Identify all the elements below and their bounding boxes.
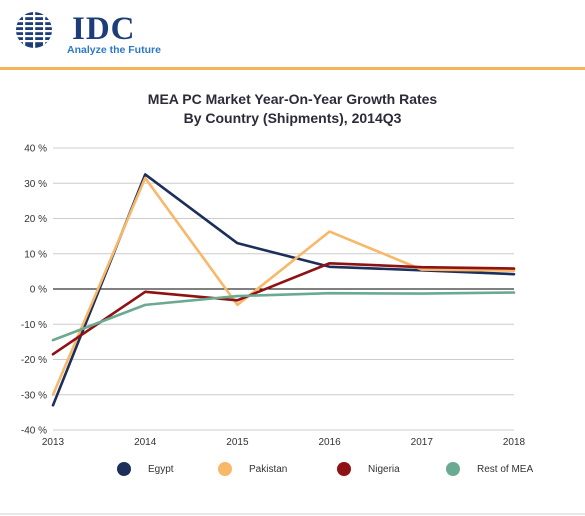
logo-wordmark: IDC: [72, 11, 136, 47]
legend-label: Egypt: [148, 463, 174, 475]
y-tick-label: 10 %: [24, 249, 47, 260]
legend-item[interactable]: Rest of MEA: [446, 458, 533, 480]
header-divider: [0, 67, 585, 70]
x-tick-label: 2015: [226, 437, 249, 448]
logo-tagline: Analyze the Future: [67, 44, 161, 56]
legend-item[interactable]: Nigeria: [337, 458, 400, 480]
y-tick-label: -10 %: [21, 320, 47, 331]
y-tick-label: -30 %: [21, 390, 47, 401]
chart-legend: Egypt Pakistan Nigeria Rest of MEA: [0, 458, 585, 480]
x-tick-label: 2016: [318, 437, 341, 448]
y-tick-label: 30 %: [24, 179, 47, 190]
legend-item[interactable]: Pakistan: [218, 458, 287, 480]
idc-logo[interactable]: IDC Analyze the Future: [14, 10, 161, 56]
legend-label: Pakistan: [249, 463, 288, 475]
series-line-nigeria: [51, 261, 516, 356]
page-header: IDC Analyze the Future: [0, 0, 585, 66]
y-tick-label: -40 %: [21, 426, 47, 437]
legend-marker: [337, 462, 351, 476]
chart-title-line-2: By Country (Shipments), 2014Q3: [183, 110, 402, 126]
legend-item[interactable]: Egypt: [117, 458, 174, 480]
legend-label: Rest of MEA: [477, 463, 534, 475]
x-tick-label: 2018: [503, 437, 526, 448]
footer-divider: [0, 513, 585, 515]
legend-marker: [218, 462, 232, 476]
series-line-rest-of-mea: [51, 291, 516, 342]
globe-icon: [16, 12, 52, 48]
chart-title-line-1: MEA PC Market Year-On-Year Growth Rates: [147, 91, 438, 107]
y-tick-label: 40 %: [24, 144, 47, 155]
series-line-pakistan: [51, 176, 516, 397]
y-tick-label: 20 %: [24, 214, 47, 225]
x-tick-label: 2013: [42, 437, 65, 448]
x-tick-label: 2014: [134, 437, 157, 448]
y-tick-label: 0 %: [30, 285, 47, 296]
series-line-egypt: [51, 173, 516, 407]
y-tick-label: -20 %: [21, 355, 47, 366]
legend-marker: [117, 462, 131, 476]
legend-label: Nigeria: [368, 463, 400, 475]
chart-title: MEA PC Market Year-On-Year Growth Rates …: [0, 90, 585, 128]
x-tick-label: 2017: [411, 437, 434, 448]
legend-marker: [446, 462, 460, 476]
